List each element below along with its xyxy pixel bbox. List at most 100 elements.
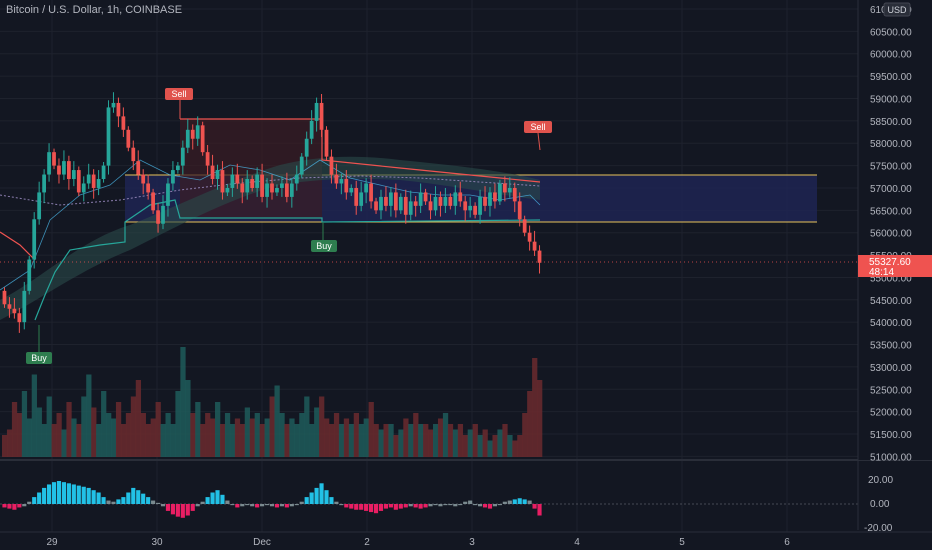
ma-dashed-line: [0, 175, 541, 206]
candle-body: [354, 187, 359, 206]
osc-bar: [12, 504, 17, 510]
osc-bar: [502, 501, 507, 504]
volume-bar: [477, 435, 483, 457]
volume-bar: [304, 396, 310, 457]
price-tick-label: 57500.00: [870, 162, 912, 173]
osc-bar: [423, 504, 428, 508]
candle-body: [369, 183, 373, 202]
volume-bar: [185, 380, 191, 457]
osc-bar: [418, 504, 423, 509]
candles: [2, 92, 542, 333]
candle-body: [423, 192, 428, 202]
svg-text:Dec: Dec: [253, 537, 271, 548]
osc-bar: [354, 504, 359, 510]
ma-ribbon: [0, 156, 540, 320]
osc-bar: [240, 504, 245, 507]
volume-bar: [437, 418, 444, 457]
osc-bar: [37, 492, 42, 504]
volume-bar: [363, 418, 369, 457]
candle-body: [364, 183, 369, 193]
osc-bar: [101, 497, 106, 504]
candle-body: [106, 107, 111, 166]
price-axis[interactable]: [858, 0, 932, 460]
svg-text:5: 5: [679, 537, 685, 548]
osc-bar: [324, 490, 329, 504]
osc-bar: [22, 504, 27, 507]
volume-bar: [31, 374, 37, 457]
price-tick-label: 51500.00: [870, 430, 912, 441]
candle-body: [32, 219, 37, 260]
volume-bar: [358, 424, 364, 457]
svg-text:20.00: 20.00: [868, 475, 893, 486]
price-tick-label: 60500.00: [870, 27, 912, 38]
currency-button[interactable]: USD: [883, 2, 911, 17]
volume-bar: [497, 429, 503, 457]
price-tick-label: 53500.00: [870, 341, 912, 352]
osc-bar: [56, 481, 62, 504]
candle-body: [418, 192, 423, 206]
osc-bar: [230, 504, 235, 506]
candle-body: [2, 290, 7, 305]
candle-body: [493, 192, 497, 202]
oscillator-axis[interactable]: 20.00 0.00 -20.00: [864, 475, 893, 534]
volume-bar: [21, 391, 28, 457]
volume-bar: [200, 424, 206, 457]
candle-body: [443, 196, 448, 206]
volume-bar: [91, 407, 97, 457]
svg-text:6: 6: [784, 537, 790, 548]
osc-bar: [2, 504, 7, 508]
volume-bar: [423, 424, 429, 457]
candle-body: [532, 241, 537, 251]
osc-bar: [76, 485, 81, 504]
candle-body: [245, 179, 250, 193]
candle-body: [210, 165, 215, 180]
candle-body: [215, 170, 220, 180]
candle-body: [185, 129, 190, 148]
svg-text:30: 30: [151, 537, 163, 548]
candle-body: [42, 174, 46, 193]
volume-bar: [244, 407, 251, 457]
candle-body: [67, 161, 71, 180]
candle-body: [507, 187, 512, 193]
osc-bar: [373, 504, 379, 514]
candle-body: [463, 201, 468, 211]
volume-bar: [56, 413, 62, 457]
candle-body: [280, 183, 284, 188]
osc-bar: [51, 482, 57, 504]
candle-body: [126, 129, 131, 148]
volume-bar: [165, 413, 171, 457]
osc-bar: [349, 504, 354, 509]
candle-body: [275, 187, 279, 193]
volume-bar: [224, 413, 231, 457]
svg-text:29: 29: [46, 537, 58, 548]
osc-bar: [220, 494, 225, 504]
osc-bar: [482, 504, 488, 508]
osc-bar: [71, 484, 76, 504]
osc-bar: [175, 504, 180, 517]
candle-body: [389, 192, 393, 206]
candle-body: [180, 147, 185, 166]
candle-body: [17, 313, 22, 323]
osc-bar: [210, 492, 215, 504]
osc-bar: [393, 504, 398, 510]
candle-body: [111, 102, 116, 108]
candle-body: [379, 196, 383, 211]
volume-bar: [457, 424, 464, 457]
supertrend-line-down-2: [180, 118, 541, 183]
osc-bar: [537, 504, 542, 516]
candle-body: [512, 187, 517, 202]
volume-bar: [11, 402, 18, 457]
price-tick-label: 55000.00: [870, 273, 912, 284]
price-tick-label: 59000.00: [870, 94, 912, 105]
volume-bar: [2, 435, 8, 457]
osc-bar: [141, 493, 146, 504]
volume-bar: [388, 424, 394, 457]
supertrend-line-down: [0, 231, 36, 261]
candle-body: [175, 165, 180, 171]
candle-body: [265, 183, 269, 197]
osc-bar: [7, 504, 12, 509]
time-axis[interactable]: [0, 532, 858, 550]
osc-bar: [225, 500, 230, 504]
candle-body: [349, 187, 354, 193]
